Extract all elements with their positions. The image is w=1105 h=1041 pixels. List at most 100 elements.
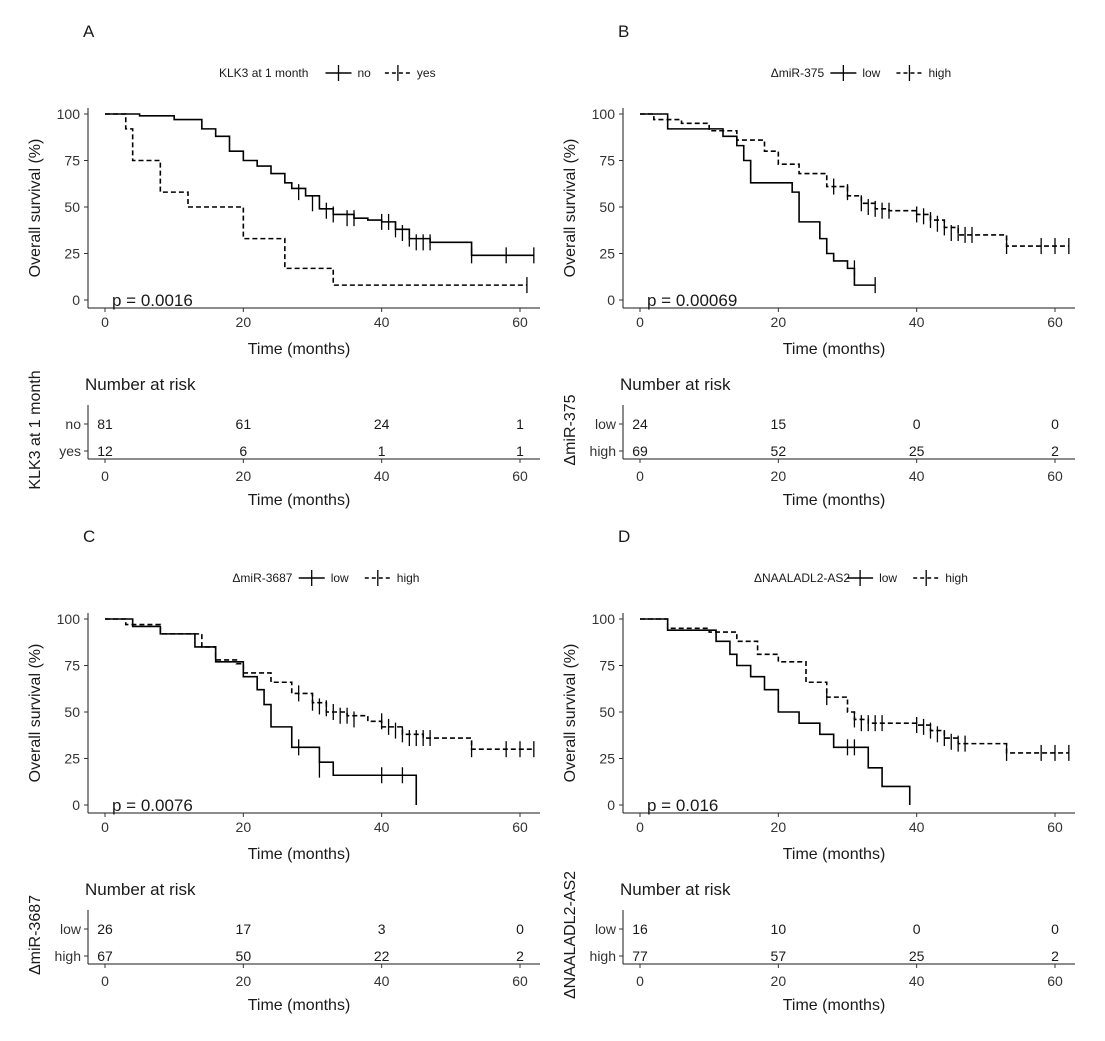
risk-count: 1 xyxy=(378,443,386,459)
x-tick-label: 0 xyxy=(101,314,109,330)
y-tick-label: 0 xyxy=(607,797,615,813)
risk-count: 77 xyxy=(632,948,648,964)
y-tick-label: 0 xyxy=(607,292,615,308)
strata-title: ΔNAALADL2-AS2 xyxy=(562,871,579,999)
risk-count: 57 xyxy=(771,948,787,964)
risk-count: 0 xyxy=(913,416,921,432)
x-tick-label: 0 xyxy=(636,314,644,330)
risk-count: 67 xyxy=(97,948,113,964)
y-tick-label: 50 xyxy=(599,199,615,215)
x-tick-label: 60 xyxy=(1047,314,1063,330)
km-curve-low xyxy=(640,618,911,805)
risk-count: 15 xyxy=(771,416,787,432)
risk-count: 25 xyxy=(909,948,925,964)
y-tick-label: 25 xyxy=(599,246,615,262)
risk-table-title: Number at risk xyxy=(620,880,731,899)
legend-label-low: low xyxy=(331,571,349,585)
km-curve-high xyxy=(105,618,534,750)
risk-x-tick-label: 20 xyxy=(771,973,787,989)
p-value: p = 0.0076 xyxy=(112,796,193,815)
x-tick-label: 40 xyxy=(909,819,925,835)
x-tick-label: 20 xyxy=(236,314,252,330)
y-tick-label: 100 xyxy=(57,106,81,122)
y-axis-title: Overall survival (%) xyxy=(562,644,579,783)
legend-label-high: high xyxy=(397,571,420,585)
x-axis-title: Time (months) xyxy=(248,341,351,358)
legend: ΔmiR-3687 low high xyxy=(232,570,419,586)
risk-count: 69 xyxy=(632,443,648,459)
risk-count: 61 xyxy=(236,416,252,432)
x-tick-label: 20 xyxy=(236,819,252,835)
risk-row-label: low xyxy=(595,416,617,432)
risk-row-label: high xyxy=(55,948,81,964)
y-tick-label: 0 xyxy=(72,797,80,813)
risk-x-tick-label: 20 xyxy=(236,973,252,989)
risk-x-axis-title: Time (months) xyxy=(783,492,886,509)
y-tick-label: 100 xyxy=(592,611,616,627)
risk-count: 1 xyxy=(516,443,524,459)
strata-title: ΔmiR-3687 xyxy=(27,895,44,975)
risk-count: 24 xyxy=(632,416,648,432)
risk-count: 0 xyxy=(1051,416,1059,432)
x-tick-label: 40 xyxy=(909,314,925,330)
km-curve-high xyxy=(640,618,1069,754)
panel-letter: B xyxy=(618,22,629,41)
risk-count: 6 xyxy=(239,443,247,459)
x-tick-label: 60 xyxy=(512,314,528,330)
y-axis-title: Overall survival (%) xyxy=(562,139,579,278)
risk-x-axis-title: Time (months) xyxy=(248,997,351,1014)
risk-x-tick-label: 0 xyxy=(636,468,644,484)
km-curve-no xyxy=(105,113,534,257)
x-axis-title: Time (months) xyxy=(248,846,351,863)
risk-count: 16 xyxy=(632,921,648,937)
risk-x-tick-label: 0 xyxy=(101,973,109,989)
risk-count: 2 xyxy=(516,948,524,964)
risk-count: 52 xyxy=(771,443,787,459)
y-tick-label: 0 xyxy=(72,292,80,308)
km-curve-low xyxy=(640,113,876,286)
p-value: p = 0.00069 xyxy=(647,291,737,310)
risk-row-label: no xyxy=(65,416,81,432)
risk-count: 17 xyxy=(236,921,252,937)
strata-title: KLK3 at 1 month xyxy=(27,370,44,489)
risk-table-title: Number at risk xyxy=(85,880,196,899)
y-tick-label: 75 xyxy=(64,658,80,674)
risk-x-tick-label: 60 xyxy=(512,973,528,989)
risk-count: 10 xyxy=(771,921,787,937)
legend-title: ΔmiR-375 xyxy=(771,66,825,80)
x-tick-label: 60 xyxy=(1047,819,1063,835)
risk-count: 1 xyxy=(516,416,524,432)
x-tick-label: 40 xyxy=(374,314,390,330)
risk-x-tick-label: 40 xyxy=(909,468,925,484)
risk-count: 26 xyxy=(97,921,113,937)
risk-row-label: yes xyxy=(59,443,81,459)
p-value: p = 0.0016 xyxy=(112,291,193,310)
risk-x-tick-label: 40 xyxy=(374,973,390,989)
risk-x-tick-label: 40 xyxy=(374,468,390,484)
y-tick-label: 100 xyxy=(592,106,616,122)
risk-count: 2 xyxy=(1051,948,1059,964)
risk-row-label: low xyxy=(60,921,82,937)
x-tick-label: 20 xyxy=(771,819,787,835)
legend: KLK3 at 1 month no yes xyxy=(219,65,436,81)
risk-table-title: Number at risk xyxy=(620,375,731,394)
x-tick-label: 0 xyxy=(101,819,109,835)
y-tick-label: 75 xyxy=(599,153,615,169)
risk-count: 50 xyxy=(236,948,252,964)
x-tick-label: 0 xyxy=(636,819,644,835)
legend-label-yes: yes xyxy=(417,66,436,80)
risk-x-tick-label: 20 xyxy=(771,468,787,484)
risk-row-label: high xyxy=(590,443,616,459)
legend-title: ΔNAALADL2-AS2 xyxy=(754,571,850,585)
p-value: p = 0.016 xyxy=(647,796,718,815)
risk-count: 3 xyxy=(378,921,386,937)
risk-count: 25 xyxy=(909,443,925,459)
y-tick-label: 50 xyxy=(599,704,615,720)
legend-title: KLK3 at 1 month xyxy=(219,66,308,80)
risk-row-label: low xyxy=(595,921,617,937)
risk-x-tick-label: 60 xyxy=(1047,973,1063,989)
risk-count: 2 xyxy=(1051,443,1059,459)
legend-title: ΔmiR-3687 xyxy=(232,571,292,585)
